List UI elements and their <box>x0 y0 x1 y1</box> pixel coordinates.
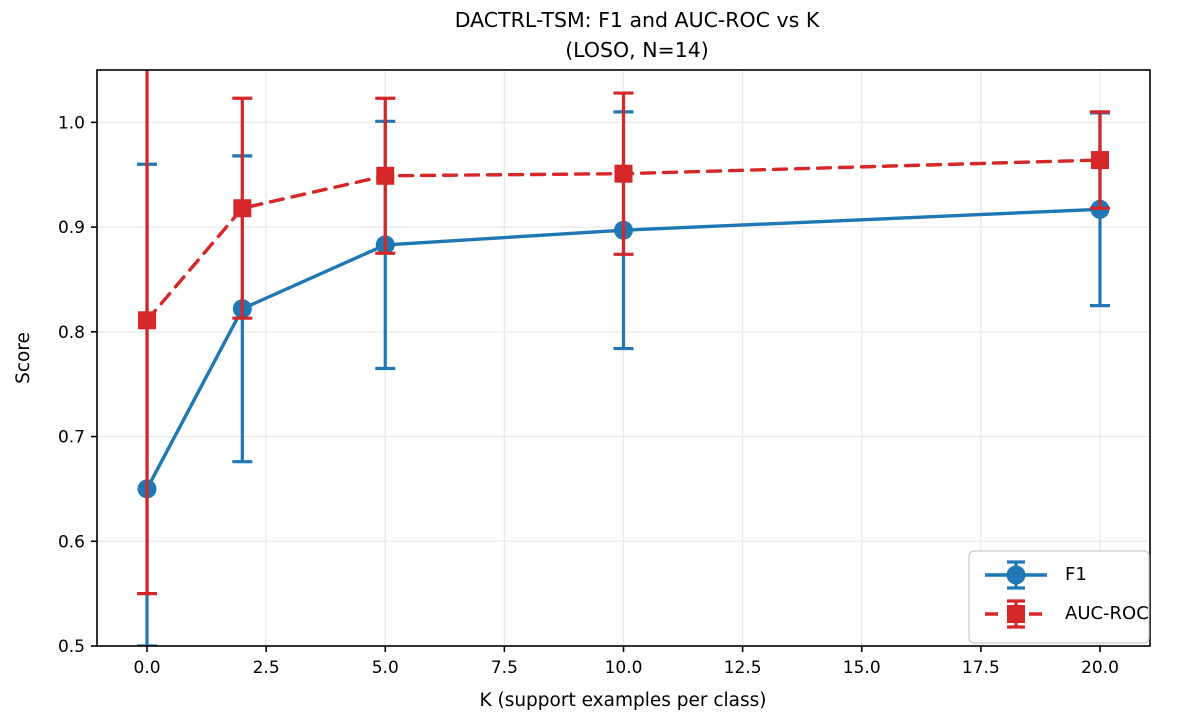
y-axis-label: Score <box>13 332 34 384</box>
y-tick-label: 0.7 <box>58 428 85 448</box>
data-point-marker <box>233 199 252 218</box>
x-tick-label: 15.0 <box>843 658 881 678</box>
x-tick-label: 10.0 <box>605 658 643 678</box>
y-tick-label: 0.9 <box>58 218 85 238</box>
x-tick-label: 17.5 <box>962 658 1000 678</box>
legend-marker <box>1007 605 1025 623</box>
series-auc-roc <box>137 70 1110 596</box>
y-tick-label: 0.8 <box>58 323 85 343</box>
data-point-marker <box>376 166 395 185</box>
chart-title-line-1: DACTRL-TSM: F1 and AUC-ROC vs K <box>455 8 820 32</box>
chart-legend[interactable]: F1 AUC-ROC <box>968 550 1150 644</box>
x-tick-label: 0.0 <box>134 658 161 678</box>
x-tick-label: 7.5 <box>491 658 518 678</box>
x-axis-label: K (support examples per class) <box>479 690 766 711</box>
y-tick-label: 0.5 <box>58 637 85 657</box>
chart-title-line-2: (LOSO, N=14) <box>565 38 709 62</box>
legend-label: AUC-ROC <box>1065 603 1149 624</box>
legend-label: F1 <box>1065 564 1087 585</box>
axis-ticks: 0.5 0.6 0.7 0.8 0.9 1.0 0.0 2.5 5.0 7.5 10.0 12.5 15… <box>58 113 1119 678</box>
legend-marker <box>1006 565 1026 585</box>
legend-item-auc-roc[interactable]: AUC-ROC <box>985 599 1149 629</box>
x-tick-label: 20.0 <box>1081 658 1119 678</box>
legend-box <box>968 550 1150 644</box>
data-point-marker <box>1090 151 1109 170</box>
x-tick-label: 2.5 <box>253 658 280 678</box>
data-series-layer <box>137 70 1110 646</box>
x-tick-label: 5.0 <box>372 658 399 678</box>
y-tick-label: 0.6 <box>58 532 85 552</box>
x-tick-label: 12.5 <box>724 658 762 678</box>
y-tick-label: 1.0 <box>58 113 85 133</box>
data-point-marker <box>138 311 157 330</box>
legend-item-f1[interactable]: F1 <box>985 560 1087 590</box>
data-point-marker <box>614 164 633 183</box>
